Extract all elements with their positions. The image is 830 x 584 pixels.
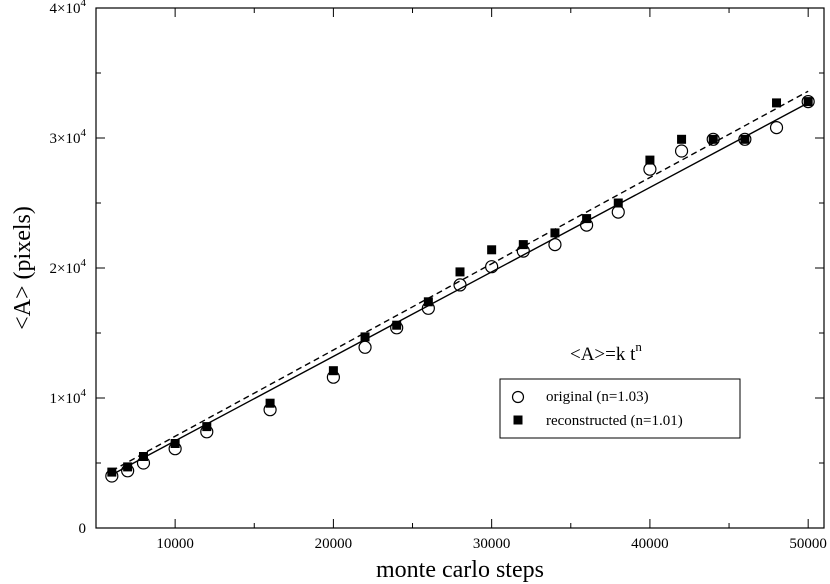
y-tick-label: 3×104 xyxy=(50,127,87,147)
data-point-original xyxy=(485,260,499,274)
x-tick-label: 30000 xyxy=(473,536,511,552)
x-axis-title: monte carlo steps xyxy=(376,557,544,583)
legend-label-original: original (n=1.03) xyxy=(546,389,649,405)
data-point-original xyxy=(390,321,404,335)
data-point-reconstructed xyxy=(487,245,497,255)
data-point-original xyxy=(358,340,372,354)
data-point-reconstructed xyxy=(550,228,560,238)
y-tick-label: 2×104 xyxy=(50,257,87,277)
y-tick-label: 4×104 xyxy=(50,0,87,17)
x-tick-label: 10000 xyxy=(156,536,194,552)
y-tick-label: 0 xyxy=(79,521,87,537)
fit-lines xyxy=(111,90,809,476)
fit-line-original xyxy=(111,102,809,476)
data-point-original xyxy=(516,244,530,258)
data-point-reconstructed xyxy=(677,134,687,144)
legend: original (n=1.03) reconstructed (n=1.01) xyxy=(499,378,741,439)
data-point-original xyxy=(580,218,594,232)
data-point-reconstructed xyxy=(455,267,465,277)
x-tick-label: 20000 xyxy=(315,536,353,552)
data-markers xyxy=(105,94,815,483)
data-point-reconstructed xyxy=(708,134,718,144)
y-tick-label: 1×104 xyxy=(50,387,87,407)
legend-label-reconstructed: reconstructed (n=1.01) xyxy=(546,413,683,429)
data-point-original xyxy=(706,132,720,146)
data-point-original xyxy=(769,120,784,135)
data-point-reconstructed xyxy=(613,198,623,208)
data-point-reconstructed xyxy=(107,467,117,477)
data-point-original xyxy=(105,469,119,483)
legend-marker-original xyxy=(511,390,525,404)
data-point-reconstructed xyxy=(803,97,813,107)
data-point-reconstructed xyxy=(170,439,180,448)
data-point-original xyxy=(421,301,435,315)
data-point-original xyxy=(136,456,151,470)
x-tick-label: 40000 xyxy=(631,536,669,552)
legend-box xyxy=(499,378,741,439)
data-point-reconstructed xyxy=(645,155,655,165)
data-point-reconstructed xyxy=(392,320,402,330)
data-point-original xyxy=(738,132,752,146)
y-axis-title: <A> (pixels) xyxy=(10,206,36,330)
data-point-reconstructed xyxy=(360,332,370,342)
fit-formula-annotation: <A>=k tn xyxy=(570,339,642,365)
legend-marker-reconstructed xyxy=(513,415,523,425)
data-point-original xyxy=(801,94,815,109)
x-tick-label: 50000 xyxy=(789,536,827,552)
data-point-reconstructed xyxy=(740,134,750,144)
fit-line-reconstructed xyxy=(111,90,809,472)
data-point-original xyxy=(200,425,214,439)
data-point-reconstructed xyxy=(202,422,212,432)
data-point-original xyxy=(643,162,657,176)
data-point-original xyxy=(548,238,562,252)
data-point-reconstructed xyxy=(123,462,133,472)
data-point-original xyxy=(674,144,689,158)
data-point-reconstructed xyxy=(772,98,782,108)
data-point-original xyxy=(121,464,135,478)
data-point-original xyxy=(263,403,277,417)
data-point-original xyxy=(326,370,340,384)
data-point-original xyxy=(168,442,182,456)
axis-ticks: 10000 20000 30000 40000 50000 0 1×104 2×104 3×10… xyxy=(50,0,827,552)
data-point-original xyxy=(611,205,625,219)
data-point-original xyxy=(453,278,467,292)
